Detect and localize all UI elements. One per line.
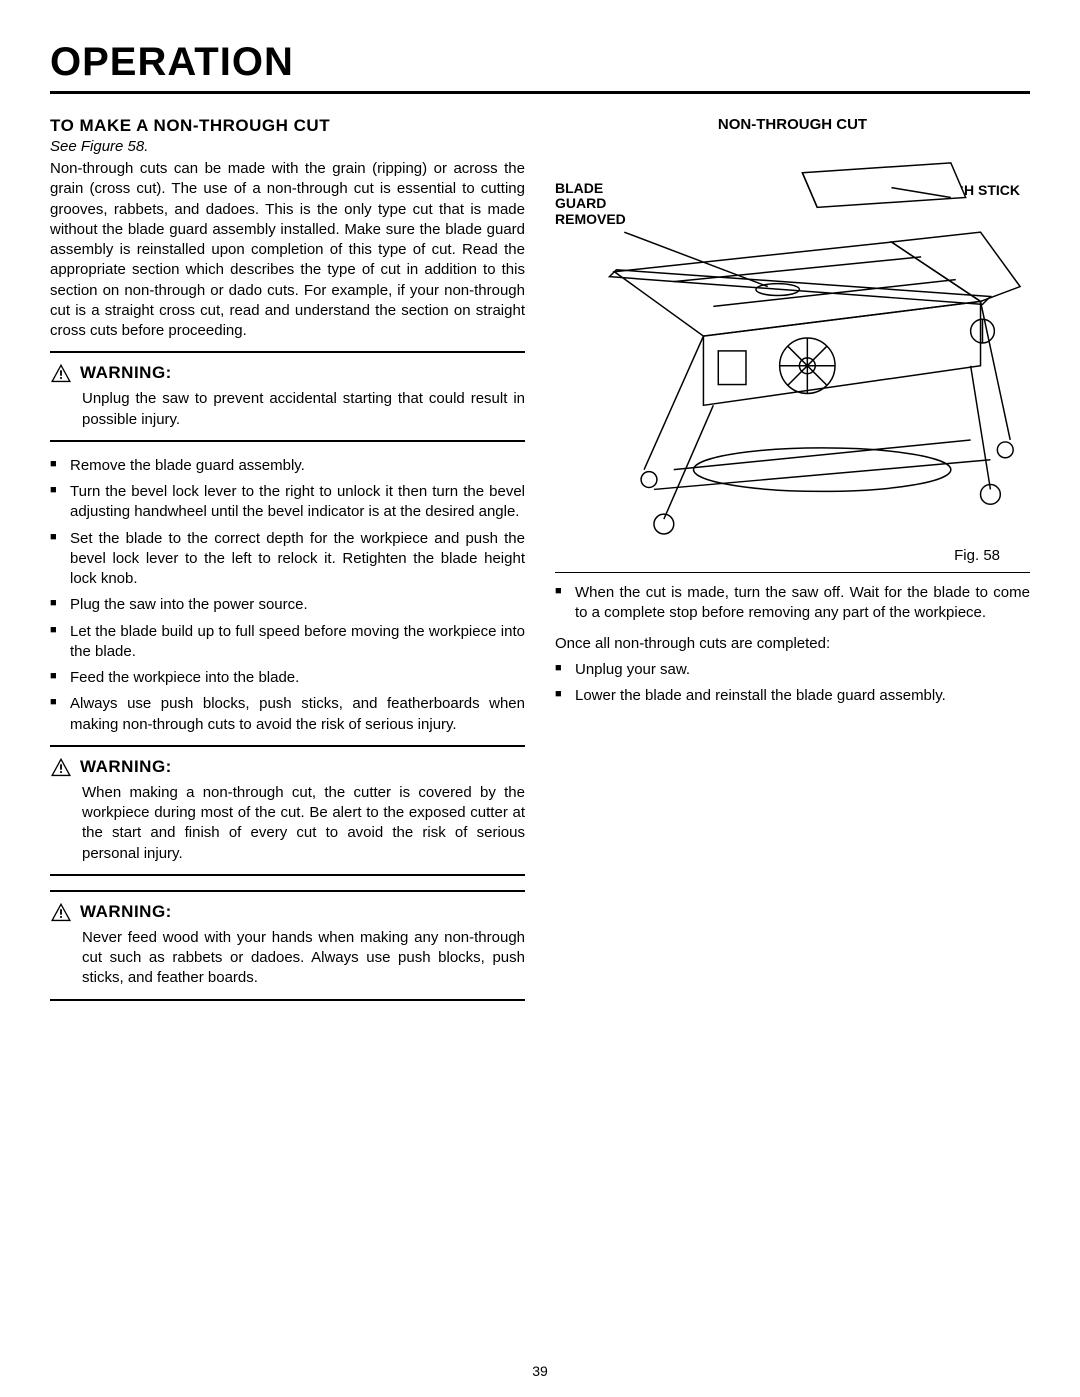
list-item: Turn the bevel lock lever to the right t… <box>50 482 525 523</box>
see-figure-ref: See Figure 58. <box>50 138 525 155</box>
list-item: Unplug your saw. <box>555 660 1030 680</box>
completion-intro: Once all non-through cuts are completed: <box>555 634 1030 654</box>
completion-list: Unplug your saw. Lower the blade and rei… <box>555 660 1030 707</box>
right-column: NON-THROUGH CUT BLADEGUARDREMOVED PUSH S… <box>555 116 1030 1015</box>
warning-label: WARNING: <box>80 757 172 777</box>
warning-block-2: WARNING: When making a non-through cut, … <box>50 745 525 876</box>
list-item: Feed the workpiece into the blade. <box>50 668 525 688</box>
list-item: Remove the blade guard assembly. <box>50 456 525 476</box>
figure-title: NON-THROUGH CUT <box>555 116 1030 133</box>
list-item: When the cut is made, turn the saw off. … <box>555 583 1030 624</box>
warning-text: When making a non-through cut, the cutte… <box>50 783 525 864</box>
page-title: OPERATION <box>50 40 1030 94</box>
list-item: Plug the saw into the power source. <box>50 595 525 615</box>
warning-text: Never feed wood with your hands when mak… <box>50 928 525 989</box>
list-item: Lower the blade and reinstall the blade … <box>555 686 1030 706</box>
instruction-list-after-fig: When the cut is made, turn the saw off. … <box>555 583 1030 624</box>
warning-icon <box>50 757 72 777</box>
figure-58: BLADEGUARDREMOVED PUSH STICK <box>555 141 1030 541</box>
warning-text: Unplug the saw to prevent accidental sta… <box>50 389 525 430</box>
warning-label: WARNING: <box>80 363 172 383</box>
figure-caption: Fig. 58 <box>555 547 1030 564</box>
warning-icon <box>50 363 72 383</box>
left-column: TO MAKE A NON-THROUGH CUT See Figure 58.… <box>50 116 525 1015</box>
warning-icon <box>50 902 72 922</box>
page-number: 39 <box>0 1363 1080 1379</box>
list-item: Let the blade build up to full speed bef… <box>50 622 525 663</box>
table-saw-diagram <box>555 141 1030 541</box>
list-item: Always use push blocks, push sticks, and… <box>50 694 525 735</box>
divider <box>555 572 1030 573</box>
warning-block-1: WARNING: Unplug the saw to prevent accid… <box>50 351 525 442</box>
intro-paragraph: Non-through cuts can be made with the gr… <box>50 159 525 341</box>
list-item: Set the blade to the correct depth for t… <box>50 529 525 590</box>
instruction-list-1: Remove the blade guard assembly. Turn th… <box>50 456 525 735</box>
warning-block-3: WARNING: Never feed wood with your hands… <box>50 890 525 1001</box>
warning-label: WARNING: <box>80 902 172 922</box>
section-heading: TO MAKE A NON-THROUGH CUT <box>50 116 525 136</box>
content-columns: TO MAKE A NON-THROUGH CUT See Figure 58.… <box>50 116 1030 1015</box>
